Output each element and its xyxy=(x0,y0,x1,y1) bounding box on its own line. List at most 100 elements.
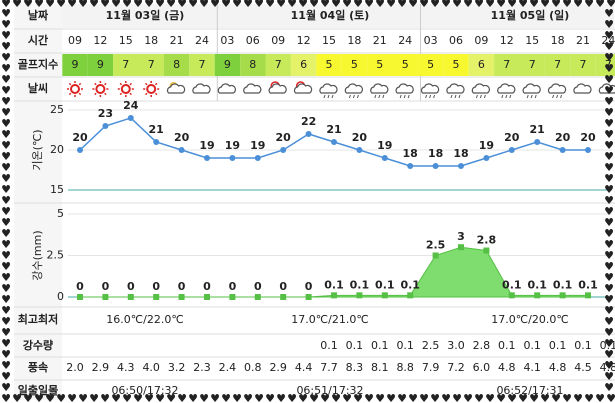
heart-decoration: ♥ xyxy=(1,348,11,361)
heart-decoration: ♥ xyxy=(1,293,11,306)
heart-decoration: ♥ xyxy=(1,271,11,284)
precip-label: 0 xyxy=(152,280,160,293)
temp-point xyxy=(153,139,160,145)
heart-decoration: ♥ xyxy=(604,106,614,119)
temp-point xyxy=(102,123,109,129)
weather-icon xyxy=(120,84,131,94)
weather-icon xyxy=(446,83,465,94)
weather-icon xyxy=(547,83,567,94)
heart-decoration: ♥ xyxy=(540,0,550,10)
precip-label: 0 xyxy=(76,280,84,293)
heart-decoration: ♥ xyxy=(67,392,77,403)
heart-decoration: ♥ xyxy=(604,271,614,284)
weather-icon xyxy=(526,94,529,99)
heart-decoration: ♥ xyxy=(604,359,614,372)
golf-value: 8 xyxy=(249,58,256,71)
heart-decoration: ♥ xyxy=(419,392,429,403)
heart-decoration: ♥ xyxy=(67,0,77,10)
weather-icon xyxy=(522,83,541,94)
heart-decoration: ♥ xyxy=(45,0,55,10)
precip-label: 0 xyxy=(229,280,237,293)
precip-label: 0 xyxy=(102,280,110,293)
precip-label: 0 xyxy=(254,280,262,293)
heart-decoration: ♥ xyxy=(1,304,11,317)
precip-amount: 0.1 xyxy=(320,339,338,352)
heart-decoration: ♥ xyxy=(1,106,11,119)
weather-icon xyxy=(145,82,148,86)
row-label: 풍속 xyxy=(28,361,48,374)
golf-value: 9 xyxy=(72,58,79,71)
weather-icon xyxy=(119,82,123,86)
time-label: 24 xyxy=(195,34,209,47)
weather-icon xyxy=(217,83,236,94)
temp-point xyxy=(458,163,464,169)
heart-decoration: ♥ xyxy=(474,392,484,403)
heart-decoration: ♥ xyxy=(1,260,11,273)
temp-point xyxy=(229,155,236,161)
weather-icon xyxy=(331,94,334,99)
time-label: 21 xyxy=(170,34,184,47)
precip-label: 0.1 xyxy=(350,278,370,291)
heart-decoration: ♥ xyxy=(78,0,88,10)
heart-decoration: ♥ xyxy=(100,0,110,10)
golf-cell xyxy=(290,54,317,76)
weather-icon xyxy=(327,94,330,99)
heart-decoration: ♥ xyxy=(320,392,330,403)
weather-icon xyxy=(293,83,313,94)
wind-speed: 8.8 xyxy=(396,361,414,374)
weather-icon xyxy=(505,94,508,99)
y-axis-label: 강수(mm) xyxy=(31,230,44,280)
heart-decoration: ♥ xyxy=(1,40,11,53)
row-label: 일출일몰 xyxy=(18,383,58,397)
heart-decoration: ♥ xyxy=(265,0,275,10)
heart-decoration: ♥ xyxy=(551,392,561,403)
weather-icon xyxy=(323,94,326,99)
weather-icon xyxy=(95,84,106,94)
heart-decoration: ♥ xyxy=(463,392,473,403)
heart-decoration: ♥ xyxy=(254,0,264,10)
temp-point xyxy=(254,155,261,161)
precip-point xyxy=(280,294,287,300)
heart-decoration: ♥ xyxy=(397,392,407,403)
heart-decoration: ♥ xyxy=(485,392,495,403)
heart-decoration: ♥ xyxy=(1,370,11,383)
precip-point xyxy=(153,294,160,300)
heart-decoration: ♥ xyxy=(1,249,11,262)
heart-decoration: ♥ xyxy=(309,392,319,403)
weather-icon xyxy=(395,83,414,94)
temp-point xyxy=(356,147,363,153)
golf-cell xyxy=(443,54,469,76)
precip-label: 0 xyxy=(305,280,313,293)
weather-icon xyxy=(78,92,82,96)
wind-speed: 2.0 xyxy=(66,361,84,374)
heart-decoration: ♥ xyxy=(1,84,11,97)
heart-decoration: ♥ xyxy=(562,0,572,10)
heart-decoration: ♥ xyxy=(364,392,374,403)
heart-decoration: ♥ xyxy=(463,0,473,10)
golf-value: 6 xyxy=(300,58,307,71)
weather-icon xyxy=(403,94,406,99)
heart-decoration: ♥ xyxy=(78,392,88,403)
heart-decoration: ♥ xyxy=(56,0,66,10)
heart-decoration: ♥ xyxy=(604,7,614,20)
weather-icon xyxy=(420,83,440,94)
time-label: 18 xyxy=(551,34,565,47)
time-label: 12 xyxy=(93,34,107,47)
heart-decoration: ♥ xyxy=(243,0,253,10)
heart-decoration: ♥ xyxy=(485,0,495,10)
golf-cell xyxy=(519,54,545,76)
temp-point xyxy=(508,147,515,153)
heart-decoration: ♥ xyxy=(12,392,22,403)
weather-icon xyxy=(268,83,287,94)
heart-decoration: ♥ xyxy=(604,337,614,350)
weather-icon xyxy=(154,82,158,86)
time-label: 03 xyxy=(220,34,234,47)
weather-icon xyxy=(348,94,351,99)
precip-point xyxy=(483,247,490,254)
heart-decoration: ♥ xyxy=(507,392,517,403)
heart-decoration: ♥ xyxy=(12,0,22,10)
weather-icon xyxy=(454,94,457,99)
time-label: 15 xyxy=(119,34,133,47)
heart-decoration: ♥ xyxy=(1,29,11,42)
